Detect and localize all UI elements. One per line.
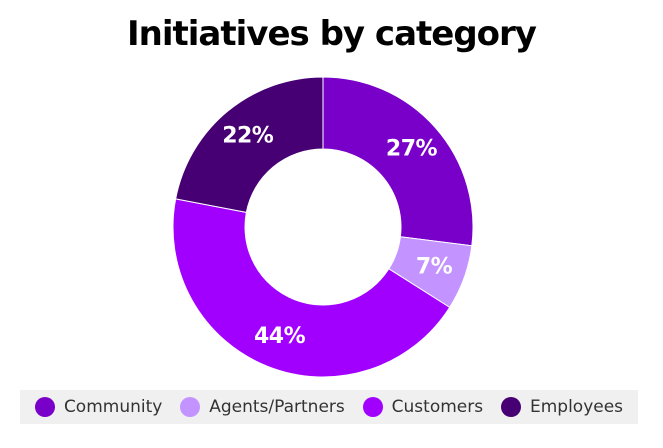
slice-label-community: 27% (386, 136, 438, 161)
slice-employees (175, 76, 324, 213)
chart-title: Initiatives by category (127, 14, 537, 54)
legend-swatch-community (34, 397, 55, 417)
slice-label-agents-partners: 7% (416, 254, 453, 279)
donut-chart: 27% 7% 44% 22% (172, 76, 474, 378)
legend-swatch-agents-partners (180, 397, 201, 417)
slice-labels: 27% 7% 44% 22% (222, 124, 453, 350)
slice-label-employees: 22% (222, 124, 274, 149)
legend-label-community: Community (63, 397, 163, 417)
legend-label-customers: Customers (391, 397, 484, 417)
legend-item-customers: Customers (362, 397, 484, 417)
legend-label-agents-partners: Agents/Partners (209, 397, 345, 417)
legend-item-community: Community (34, 397, 163, 417)
legend-swatch-customers (362, 397, 383, 417)
slice-community (322, 76, 474, 247)
legend-item-agents-partners: Agents/Partners (180, 397, 345, 417)
slice-customers (172, 198, 451, 378)
donut-slices (172, 76, 474, 378)
legend-swatch-employees (500, 397, 521, 417)
slice-label-customers: 44% (254, 324, 306, 349)
legend-item-employees: Employees (500, 397, 624, 417)
legend: Community Agents/Partners Customers Empl… (20, 390, 638, 424)
legend-label-employees: Employees (529, 397, 624, 417)
